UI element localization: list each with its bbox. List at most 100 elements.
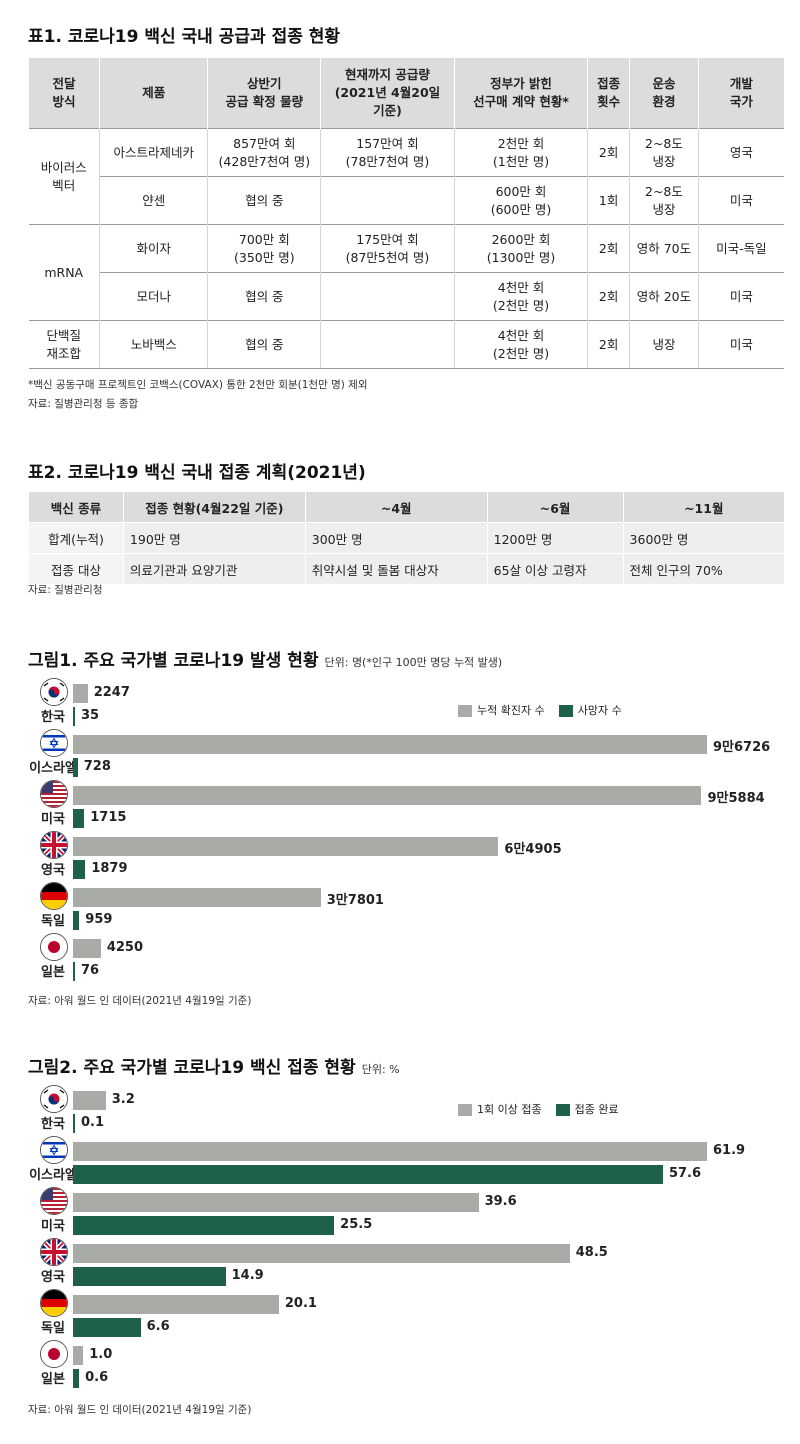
bar-series-2 xyxy=(73,1318,141,1337)
value-label: 3.2 xyxy=(111,1092,135,1107)
table1-header: 운송 환경 xyxy=(629,58,699,129)
country-label: 미국 xyxy=(41,1219,65,1234)
country-label: 미국 xyxy=(41,812,65,827)
table2-header: ~4월 xyxy=(304,492,488,523)
table1-header: 상반기 공급 확정 물량 xyxy=(207,58,321,129)
table2-row: 접종 대상 의료기관과 요양기관 취약시설 및 돌봄 대상자 65살 이상 고령자 전체… xyxy=(28,553,784,584)
table1-header: 제품 xyxy=(98,58,208,129)
table1-header: 개발 국가 xyxy=(697,58,784,129)
value-label: 0.1 xyxy=(81,1115,105,1130)
table1-cell: 영하 70도 xyxy=(629,224,699,273)
value-label: 48.5 xyxy=(575,1245,608,1260)
table1-cell: 미국-독일 xyxy=(697,224,784,273)
table1-cell: 157만여 회 (78만7천여 명) xyxy=(320,128,455,177)
bar-series-1 xyxy=(73,1091,106,1110)
table1-cell: 2회 xyxy=(587,272,630,321)
value-label: 3만7801 xyxy=(326,893,384,908)
figure1-source: 자료: 아워 월드 인 데이터(2021년 4월19일 기준) xyxy=(28,995,252,1007)
value-label: 57.6 xyxy=(668,1166,702,1181)
table1-row: 바이러스 벡터 아스트라제네카 857만여 회 (428만7천여 명) 157만여 회… xyxy=(28,128,784,225)
country-label: 이스라엘 xyxy=(29,1168,77,1183)
table1-cell xyxy=(320,176,455,225)
bar-series-1 xyxy=(73,786,702,805)
table1-cell: 아스트라제네카 xyxy=(98,128,208,177)
value-label: 0.6 xyxy=(85,1370,109,1385)
table2-title: 표2. 코로나19 백신 국내 접종 계획(2021년) xyxy=(28,463,366,483)
table2-cell: 전체 인구의 70% xyxy=(622,553,784,584)
table1-cell: 2~8도 냉장 xyxy=(629,128,699,177)
bar-series-2 xyxy=(73,1216,335,1235)
table1-cell: 1회 xyxy=(587,176,630,225)
figure2-title: 그림2. 주요 국가별 코로나19 백신 접종 현황 단위: % xyxy=(28,1058,400,1078)
table1-cell: 700만 회 (350만 명) xyxy=(207,224,321,273)
de-flag-icon xyxy=(40,1289,68,1317)
bar-series-2 xyxy=(73,1369,80,1388)
value-label: 35 xyxy=(81,708,100,723)
table2-header: ~11월 xyxy=(622,492,784,523)
table1-cell: 미국 xyxy=(697,320,784,369)
table1-header: 현재까지 공급량 (2021년 4월20일 기준) xyxy=(320,58,455,129)
value-label: 4250 xyxy=(106,940,144,955)
table2-cell: 접종 대상 xyxy=(28,553,124,584)
bar-series-1 xyxy=(73,837,499,856)
bar-series-2 xyxy=(73,707,75,726)
kr-flag-icon xyxy=(40,1085,68,1113)
table1-cell: 냉장 xyxy=(629,320,699,369)
table1-title: 표1. 코로나19 백신 국내 공급과 접종 현황 xyxy=(28,27,341,47)
table1-cell: 영하 20도 xyxy=(629,272,699,321)
country-label: 일본 xyxy=(41,965,65,980)
figure2-legend: 1회 이상 접종 접종 완료 xyxy=(458,1101,619,1117)
table1-cell: 2회 xyxy=(587,128,630,177)
value-label: 76 xyxy=(81,963,100,978)
il-flag-icon xyxy=(40,729,68,757)
table1-source: 자료: 질병관리청 등 종합 xyxy=(28,398,139,410)
de-flag-icon xyxy=(40,882,68,910)
bar-series-2 xyxy=(73,911,80,930)
value-label: 1.0 xyxy=(89,1347,113,1362)
bar-series-1 xyxy=(73,939,101,958)
table1-cell: 4천만 회 (2천만 명) xyxy=(453,320,588,369)
table1-cell: 노바백스 xyxy=(98,320,208,369)
bar-series-1 xyxy=(73,1142,707,1161)
country-label: 한국 xyxy=(41,710,65,725)
table2-cell: 190만 명 xyxy=(122,522,306,554)
legend-item-first-dose: 1회 이상 접종 xyxy=(458,1101,542,1117)
bar-series-1 xyxy=(73,1346,84,1365)
table1-cell xyxy=(320,320,455,369)
us-flag-icon xyxy=(40,780,68,808)
table2-header: ~6월 xyxy=(486,492,624,523)
value-label: 61.9 xyxy=(713,1143,746,1158)
table1-row: mRNA 화이자 700만 회 (350만 명) 175만여 회 (87만5천여 명)… xyxy=(28,224,784,321)
table1-cell: 2~8도 냉장 xyxy=(629,176,699,225)
table2-cell: 1200만 명 xyxy=(486,522,624,554)
table1-header: 전달 방식 xyxy=(28,58,100,129)
table1-cell: 4천만 회 (2천만 명) xyxy=(453,272,588,321)
gb-flag-icon xyxy=(40,1238,68,1266)
bar-series-1 xyxy=(73,888,321,907)
table2-cell: 65살 이상 고령자 xyxy=(486,553,624,584)
bar-series-1 xyxy=(73,1244,570,1263)
figure2-unit: 단위: % xyxy=(361,1063,400,1076)
value-label: 14.9 xyxy=(231,1268,264,1283)
country-label: 일본 xyxy=(41,1372,65,1387)
table1-cell xyxy=(320,272,455,321)
value-label: 9만5884 xyxy=(707,791,765,806)
table1-cell: 미국 xyxy=(697,176,784,225)
figure1-legend: 누적 확진자 수 사망자 수 xyxy=(458,702,622,718)
value-label: 959 xyxy=(85,912,113,927)
table1-cell: 얀센 xyxy=(98,176,208,225)
table1-cell: 미국 xyxy=(697,272,784,321)
table1-cell: 2600만 회 (1300만 명) xyxy=(453,224,588,273)
table1-row: 단백질 재조합 노바백스 협의 중 4천만 회 (2천만 명) 2회 냉장 미국 xyxy=(28,320,784,369)
table1-cell: 영국 xyxy=(697,128,784,177)
bar-series-2 xyxy=(73,1165,663,1184)
table1-cell: 화이자 xyxy=(98,224,208,273)
value-label: 728 xyxy=(83,759,111,774)
table2: 백신 종류 접종 현황(4월22일 기준) ~4월 ~6월 ~11월 합계(누적) 190… xyxy=(28,492,784,584)
legend-item-deaths: 사망자 수 xyxy=(558,702,622,718)
bar-series-1 xyxy=(73,1295,279,1314)
il-flag-icon xyxy=(40,1136,68,1164)
table2-cell: 3600만 명 xyxy=(622,522,784,554)
bar-series-1 xyxy=(73,684,88,703)
bar-series-2 xyxy=(73,962,75,981)
